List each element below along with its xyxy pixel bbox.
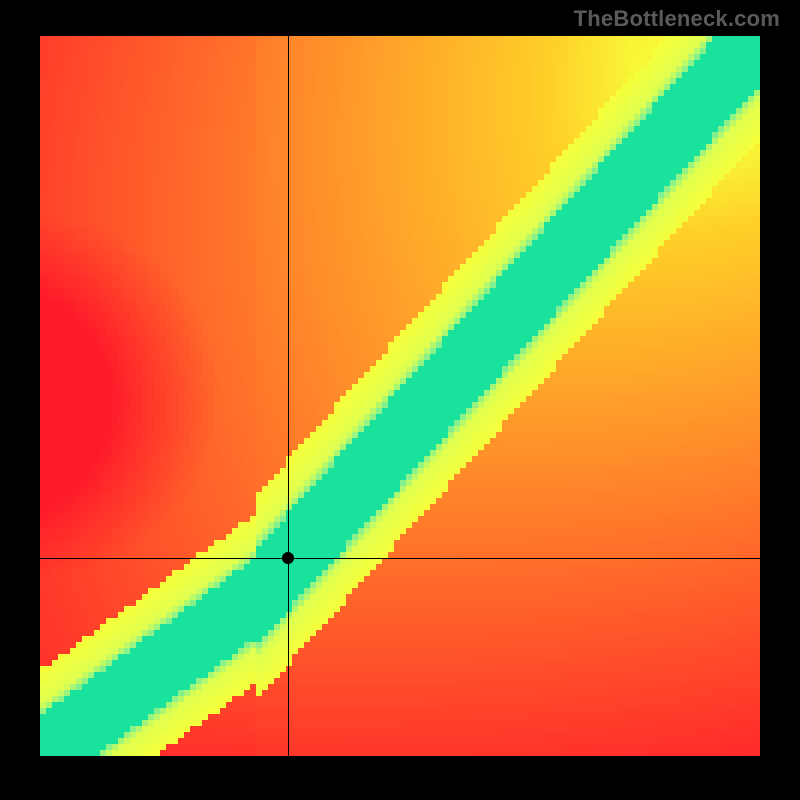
crosshair-horizontal: [40, 558, 760, 559]
watermark-text: TheBottleneck.com: [574, 6, 780, 32]
plot-area: [40, 36, 760, 756]
crosshair-vertical: [288, 36, 289, 756]
heatmap-canvas: [40, 36, 760, 756]
selection-marker: [282, 552, 294, 564]
bottleneck-chart-frame: TheBottleneck.com: [0, 0, 800, 800]
